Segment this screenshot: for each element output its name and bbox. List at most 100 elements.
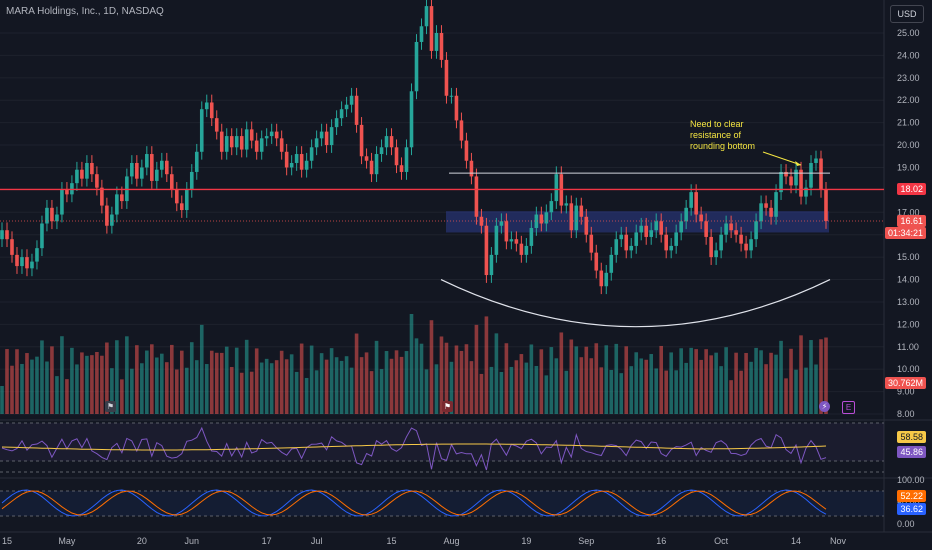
candle-body xyxy=(779,171,783,193)
candle-body xyxy=(444,59,449,96)
candle-body xyxy=(194,151,199,172)
volume-bar xyxy=(20,363,24,414)
price-tick-label: 13.00 xyxy=(897,297,920,307)
volume-bar xyxy=(169,344,174,414)
price-tick-label: 14.00 xyxy=(897,275,920,285)
candle-body xyxy=(634,232,639,246)
volume-bar xyxy=(414,338,419,414)
candle-body xyxy=(429,6,434,51)
candle-body xyxy=(319,131,324,139)
volume-bar xyxy=(779,340,783,414)
volume-bar xyxy=(40,340,44,414)
volume-bar xyxy=(100,355,104,414)
volume-bar xyxy=(404,351,409,414)
volume-bar xyxy=(289,354,294,414)
candle-body xyxy=(739,234,743,244)
volume-bar xyxy=(60,336,64,414)
volume-bar xyxy=(0,386,4,414)
volume-bar xyxy=(394,350,399,414)
candle-body xyxy=(659,221,663,235)
candle-body xyxy=(384,136,389,148)
volume-bar xyxy=(349,367,354,414)
volume-bar xyxy=(219,352,224,414)
volume-bar xyxy=(719,366,723,414)
rsi-ma-badge: 58.58 xyxy=(897,431,926,443)
time-axis-label: 20 xyxy=(137,536,147,546)
annotation-line-3: rounding bottom xyxy=(690,141,756,151)
volume-bar xyxy=(714,352,718,414)
candle-body xyxy=(65,189,69,195)
earnings-icon[interactable]: E xyxy=(842,401,855,414)
volume-bar xyxy=(679,348,683,414)
candle-body xyxy=(379,147,384,155)
volume-bar xyxy=(609,369,614,414)
time-axis-label: Aug xyxy=(443,536,459,546)
candle-body xyxy=(354,95,359,125)
volume-bar xyxy=(599,367,604,414)
volume-bar xyxy=(544,375,549,414)
price-tick-label: 23.00 xyxy=(897,73,920,83)
candle-body xyxy=(294,154,299,163)
volume-bar xyxy=(150,344,154,414)
volume-bar xyxy=(269,363,274,414)
volume-bar xyxy=(204,364,209,414)
volume-bar xyxy=(524,362,529,414)
volume-bar xyxy=(30,359,34,414)
volume-bar xyxy=(409,314,414,414)
candle-body xyxy=(784,171,788,177)
volume-bar xyxy=(824,337,828,414)
currency-button[interactable]: USD xyxy=(890,5,924,23)
bolt-icon[interactable]: ⚡ xyxy=(819,401,830,412)
volume-bar xyxy=(369,371,374,414)
dividend-icon[interactable]: ⚑ xyxy=(442,401,453,412)
volume-bar xyxy=(674,370,678,414)
volume-bar xyxy=(549,347,554,414)
volume-bar xyxy=(50,346,54,414)
candle-body xyxy=(539,214,544,224)
candle-body xyxy=(244,129,249,150)
price-tick-label: 24.00 xyxy=(897,50,920,60)
annotation-line-2: resistance of xyxy=(690,130,742,140)
candle-body xyxy=(374,154,379,175)
volume-badge: 30.762M xyxy=(884,377,926,389)
volume-bar xyxy=(529,344,534,414)
volume-bar xyxy=(234,347,239,414)
annotation-note[interactable]: Need to clear resistance of rounding bot… xyxy=(690,119,755,152)
volume-bar xyxy=(379,369,384,414)
volume-bar xyxy=(45,361,49,414)
volume-bar xyxy=(634,352,639,414)
volume-bar xyxy=(314,370,319,414)
candle-body xyxy=(274,131,279,139)
volume-bar xyxy=(619,373,624,414)
volume-bar xyxy=(339,360,344,414)
volume-bar xyxy=(224,346,229,414)
stoch-d-line xyxy=(1,490,827,516)
candle-body xyxy=(649,230,654,237)
price-tick-label: 10.00 xyxy=(897,364,920,374)
volume-bar xyxy=(194,360,199,414)
candle-body xyxy=(749,239,753,251)
candle-body xyxy=(654,221,659,231)
candle-body xyxy=(224,136,229,152)
annotation-arrow xyxy=(762,151,802,166)
volume-bar xyxy=(639,358,644,414)
volume-bar xyxy=(799,335,803,414)
candle-body xyxy=(239,136,244,150)
flag-icon[interactable]: ⚑ xyxy=(105,401,116,412)
volume-bar xyxy=(179,350,184,414)
candle-body xyxy=(0,230,4,240)
candle-body xyxy=(130,162,134,177)
volume-bar xyxy=(254,348,259,414)
volume-bar xyxy=(769,352,773,414)
volume-bar xyxy=(479,373,484,414)
volume-bar xyxy=(434,364,439,414)
volume-bar xyxy=(814,364,818,414)
candle-body xyxy=(624,234,629,251)
volume-bar xyxy=(214,352,219,414)
volume-bar xyxy=(189,342,194,414)
volume-bar xyxy=(389,358,394,414)
volume-bar xyxy=(624,346,629,414)
volume-bar xyxy=(504,343,509,414)
volume-bar xyxy=(539,349,544,414)
